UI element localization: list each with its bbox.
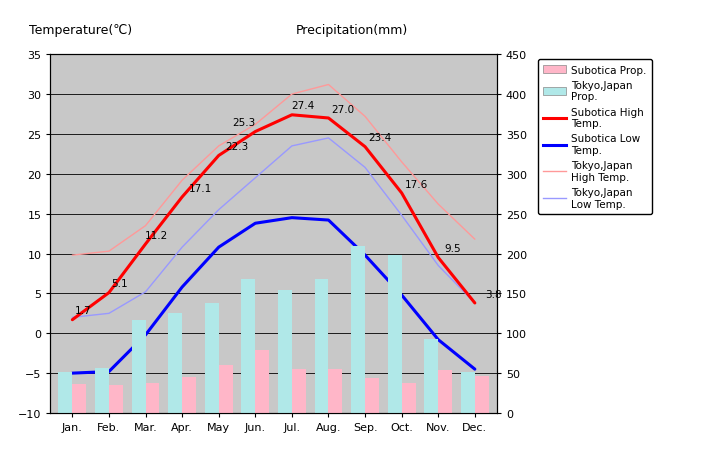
Bar [365, 378, 379, 413]
Bar [204, 303, 219, 413]
Text: 17.6: 17.6 [405, 179, 428, 189]
Text: 27.0: 27.0 [331, 104, 355, 114]
Bar [351, 246, 365, 413]
Text: 27.4: 27.4 [292, 101, 315, 111]
Bar [315, 280, 328, 413]
Text: 22.3: 22.3 [225, 142, 248, 152]
Bar [278, 291, 292, 413]
Bar [461, 373, 475, 413]
Bar [402, 383, 415, 413]
Bar [132, 320, 145, 413]
Text: 25.3: 25.3 [233, 118, 256, 128]
Bar [475, 376, 489, 413]
Bar [241, 280, 256, 413]
Bar [438, 370, 452, 413]
Text: 23.4: 23.4 [368, 133, 392, 143]
Bar [168, 313, 182, 413]
Bar [424, 339, 438, 413]
Text: 9.5: 9.5 [444, 244, 462, 253]
Bar [58, 372, 72, 413]
Text: 5.1: 5.1 [112, 279, 128, 289]
Bar [292, 369, 306, 413]
Text: 1.7: 1.7 [75, 306, 91, 316]
Bar [219, 365, 233, 413]
Text: 3.8: 3.8 [485, 289, 501, 299]
Bar [256, 350, 269, 413]
Text: 11.2: 11.2 [145, 230, 168, 240]
Bar [388, 256, 402, 413]
Text: Precipitation(mm): Precipitation(mm) [296, 24, 408, 37]
Bar [72, 385, 86, 413]
Text: Temperature(℃): Temperature(℃) [29, 24, 132, 37]
Bar [95, 369, 109, 413]
Bar [109, 385, 123, 413]
Bar [182, 377, 196, 413]
Text: 17.1: 17.1 [189, 183, 212, 193]
Legend: Subotica Prop., Tokyo,Japan
Prop., Subotica High
Temp., Subotica Low
Temp., Toky: Subotica Prop., Tokyo,Japan Prop., Subot… [538, 60, 652, 214]
Bar [145, 384, 159, 413]
Bar [328, 369, 343, 413]
